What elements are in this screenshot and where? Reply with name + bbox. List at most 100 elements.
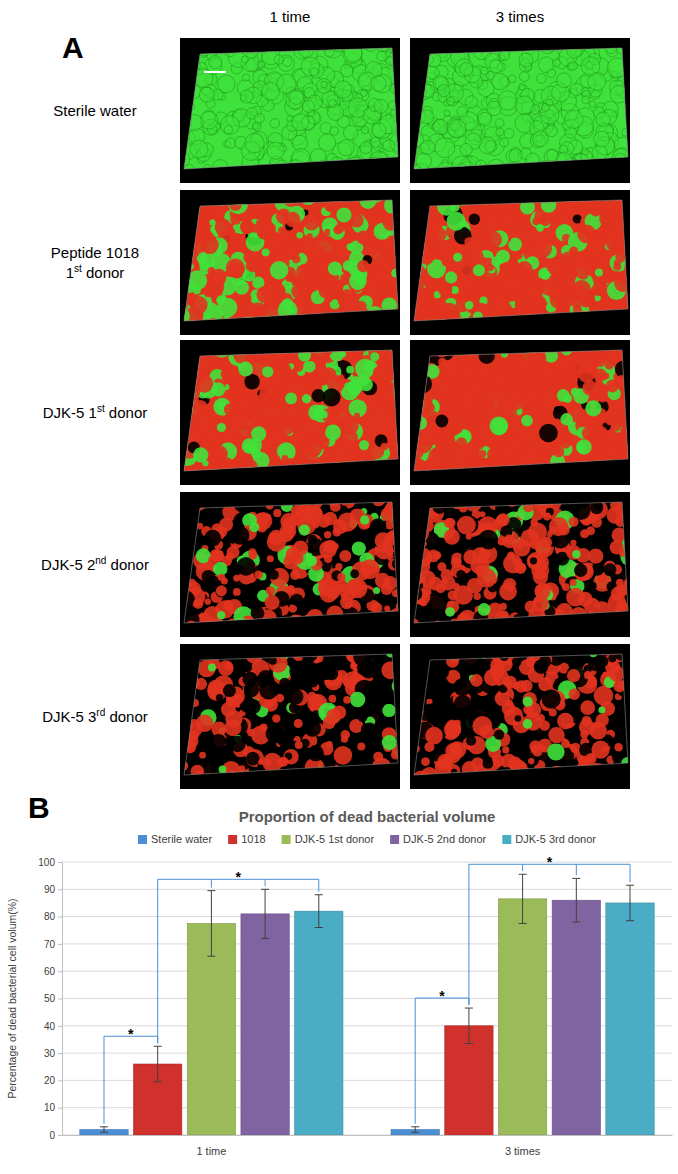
image-texture bbox=[614, 274, 632, 292]
image-texture bbox=[448, 119, 466, 137]
image-texture bbox=[511, 264, 527, 280]
image-texture bbox=[322, 91, 338, 107]
image-texture bbox=[193, 286, 201, 294]
image-texture bbox=[410, 326, 420, 336]
image-texture bbox=[181, 382, 200, 401]
image-texture bbox=[306, 187, 316, 197]
image-texture bbox=[467, 185, 483, 201]
image-texture bbox=[207, 171, 224, 188]
image-texture bbox=[537, 74, 547, 84]
image-texture bbox=[203, 343, 215, 355]
image-texture bbox=[496, 478, 507, 489]
image-texture bbox=[263, 347, 271, 355]
image-texture bbox=[582, 469, 591, 478]
image-texture bbox=[599, 396, 606, 403]
image-texture bbox=[433, 332, 451, 350]
image-texture bbox=[428, 170, 439, 181]
image-texture bbox=[256, 34, 272, 50]
image-texture bbox=[427, 314, 433, 320]
image-texture bbox=[332, 168, 342, 178]
image-texture bbox=[305, 326, 319, 340]
image-texture bbox=[381, 470, 392, 481]
image-texture bbox=[416, 349, 422, 355]
image-texture bbox=[560, 413, 573, 426]
image-texture bbox=[209, 167, 225, 183]
image-texture bbox=[471, 178, 478, 185]
image-texture bbox=[574, 403, 582, 411]
image-texture bbox=[406, 302, 422, 318]
image-texture bbox=[251, 193, 270, 212]
image-texture bbox=[469, 214, 480, 225]
row-label-text: DJK-5 2 bbox=[41, 556, 95, 573]
image-texture bbox=[181, 347, 199, 365]
image-texture bbox=[536, 161, 555, 180]
image-texture bbox=[379, 185, 394, 200]
image-texture bbox=[590, 312, 600, 322]
image-texture bbox=[572, 299, 582, 309]
image-texture bbox=[188, 264, 194, 270]
image-texture bbox=[207, 335, 221, 349]
image-texture bbox=[393, 368, 407, 382]
image-texture bbox=[571, 310, 588, 327]
image-texture bbox=[184, 71, 195, 82]
image-texture bbox=[566, 470, 572, 476]
image-texture bbox=[615, 409, 623, 417]
image-texture bbox=[417, 326, 430, 339]
image-texture bbox=[331, 466, 338, 473]
column-header: 1 time bbox=[270, 8, 311, 25]
image-texture bbox=[523, 372, 532, 381]
image-texture bbox=[383, 35, 395, 47]
image-texture bbox=[218, 457, 234, 473]
image-base bbox=[180, 492, 400, 637]
image-texture bbox=[414, 192, 424, 202]
image-texture bbox=[178, 135, 184, 141]
image-texture bbox=[602, 159, 615, 172]
image-texture bbox=[535, 163, 551, 179]
image-texture bbox=[565, 166, 572, 173]
image-texture bbox=[296, 232, 303, 239]
image-texture bbox=[582, 358, 596, 372]
image-texture bbox=[211, 383, 225, 397]
image-texture bbox=[344, 44, 362, 62]
image-texture bbox=[435, 138, 455, 158]
image-texture bbox=[560, 437, 571, 448]
image-texture bbox=[504, 334, 521, 351]
image-texture bbox=[344, 36, 356, 48]
image-background bbox=[410, 190, 630, 335]
image-texture bbox=[262, 35, 279, 52]
image-texture bbox=[188, 350, 204, 366]
image-texture bbox=[406, 323, 422, 339]
image-texture bbox=[381, 443, 389, 451]
image-texture bbox=[533, 131, 549, 147]
image-texture bbox=[218, 167, 228, 177]
image-texture bbox=[595, 357, 605, 367]
image-texture bbox=[427, 279, 436, 288]
image-texture bbox=[290, 90, 304, 104]
image-texture bbox=[616, 336, 631, 351]
scale-bar bbox=[204, 71, 226, 73]
image-texture bbox=[519, 53, 533, 67]
image-texture bbox=[259, 36, 265, 42]
image-texture bbox=[574, 167, 591, 184]
image-texture bbox=[566, 164, 580, 178]
image-texture bbox=[565, 110, 583, 128]
image-texture bbox=[378, 391, 394, 407]
image-texture bbox=[173, 246, 190, 263]
image-texture bbox=[228, 48, 247, 67]
image-texture bbox=[492, 373, 505, 386]
image-texture bbox=[534, 341, 542, 349]
image-texture bbox=[556, 340, 565, 349]
image-texture bbox=[325, 424, 341, 440]
image-texture bbox=[287, 458, 293, 464]
image-texture bbox=[405, 57, 424, 76]
image-texture bbox=[615, 375, 627, 387]
image-texture bbox=[452, 172, 460, 180]
image-outline bbox=[184, 200, 398, 321]
image-texture bbox=[288, 471, 305, 488]
image-texture bbox=[419, 339, 432, 352]
image-texture bbox=[410, 347, 417, 354]
image-texture bbox=[519, 279, 526, 286]
image-texture bbox=[241, 469, 259, 487]
image-texture bbox=[560, 468, 580, 488]
image-texture bbox=[245, 40, 254, 49]
